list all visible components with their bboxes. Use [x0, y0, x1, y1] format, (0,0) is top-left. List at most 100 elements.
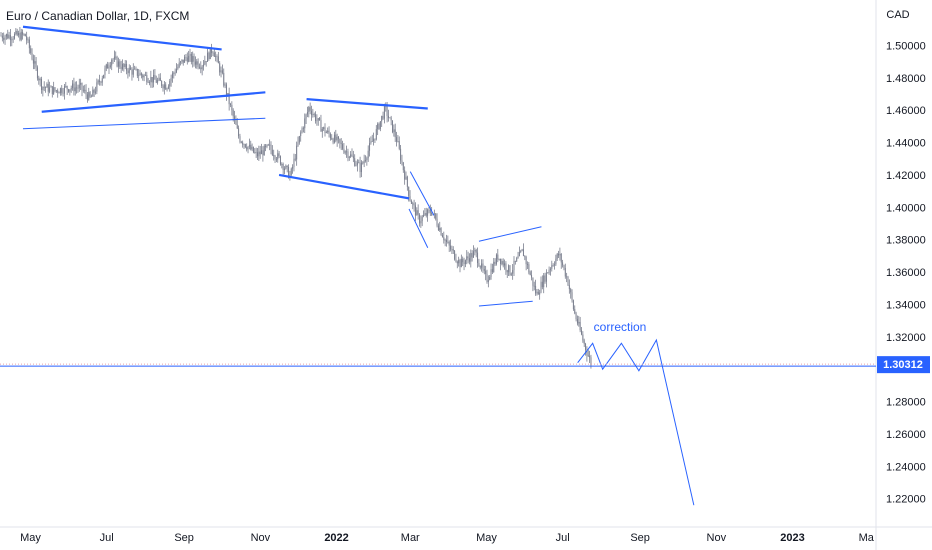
candle — [335, 129, 337, 143]
candle — [477, 247, 479, 268]
candle — [65, 81, 67, 88]
candle — [549, 267, 551, 276]
flag-upper[interactable] — [409, 171, 435, 216]
candle — [297, 136, 299, 147]
candle — [359, 156, 361, 178]
projection-path[interactable] — [577, 338, 695, 506]
candle — [23, 33, 25, 37]
candle — [274, 154, 276, 163]
candle — [428, 206, 430, 214]
candle — [375, 125, 377, 141]
candle — [545, 269, 547, 288]
candle — [257, 147, 258, 161]
candle — [136, 68, 138, 79]
candle — [271, 145, 273, 157]
candle — [404, 166, 406, 185]
candle — [427, 208, 429, 222]
candle — [437, 223, 439, 232]
chart-title: Euro / Canadian Dollar, 1D, FXCM — [6, 9, 190, 23]
candle — [244, 143, 246, 149]
candle — [269, 139, 271, 151]
y-tick-label: 1.34000 — [886, 299, 926, 311]
y-tick-label: 1.32000 — [886, 332, 926, 344]
triangle-1-upper[interactable] — [22, 25, 222, 51]
candle — [154, 69, 156, 80]
candle — [128, 64, 130, 77]
candle — [354, 154, 356, 167]
candle — [180, 60, 182, 66]
candle — [392, 120, 393, 134]
candle — [332, 137, 334, 145]
candle — [171, 71, 173, 83]
candle — [436, 213, 438, 228]
x-tick-label: Mar — [401, 532, 420, 544]
candle — [420, 215, 422, 228]
candle — [522, 243, 524, 257]
candle — [217, 51, 219, 64]
candle — [198, 63, 200, 70]
candle — [211, 43, 213, 58]
candle — [336, 133, 338, 147]
candle — [398, 136, 400, 151]
candle — [0, 32, 2, 37]
candle — [443, 231, 445, 244]
candle — [165, 82, 167, 90]
candle — [97, 79, 99, 85]
candle — [300, 130, 302, 142]
triangle-1-lower[interactable] — [41, 91, 266, 113]
y-tick-label: 1.28000 — [886, 397, 926, 409]
candle — [301, 126, 303, 134]
candle — [81, 82, 83, 97]
candle — [275, 156, 277, 163]
candle — [323, 126, 325, 131]
candle — [261, 143, 263, 155]
candle — [292, 164, 294, 174]
candle — [90, 94, 92, 98]
candle — [140, 72, 142, 79]
candle — [27, 37, 29, 44]
candle — [498, 258, 500, 261]
candle — [509, 265, 511, 277]
candle — [293, 153, 295, 172]
candle — [34, 55, 36, 70]
flag-lower[interactable] — [408, 208, 429, 248]
candle — [111, 58, 113, 71]
candle — [568, 279, 570, 294]
candle — [205, 61, 207, 67]
candle — [43, 81, 45, 92]
candle — [381, 115, 383, 127]
candle — [255, 147, 257, 158]
candle — [186, 52, 188, 65]
candle — [134, 65, 136, 70]
broadening-lower[interactable] — [478, 300, 533, 307]
candle — [15, 28, 17, 36]
candle — [273, 149, 275, 161]
channel-2-lower[interactable] — [278, 173, 410, 200]
candle — [279, 155, 281, 166]
broadening-upper[interactable] — [478, 226, 542, 242]
channel-2-upper[interactable] — [306, 98, 428, 110]
candle — [463, 257, 465, 271]
candle — [54, 86, 56, 93]
candle — [329, 132, 331, 141]
candle — [444, 238, 446, 247]
candle — [347, 148, 349, 162]
candle — [216, 54, 218, 63]
trend-line-long[interactable] — [22, 117, 266, 130]
candle — [149, 80, 150, 86]
candle — [11, 36, 13, 47]
candle — [586, 346, 588, 362]
candle — [55, 89, 57, 93]
candle — [409, 190, 411, 202]
candle — [589, 350, 591, 363]
candle — [12, 35, 14, 43]
x-tick-label: Nov — [707, 532, 727, 544]
candle — [62, 87, 64, 97]
candle — [163, 81, 165, 95]
candle — [456, 260, 458, 269]
candle — [514, 260, 516, 265]
y-tick-label: 1.22000 — [886, 494, 926, 506]
